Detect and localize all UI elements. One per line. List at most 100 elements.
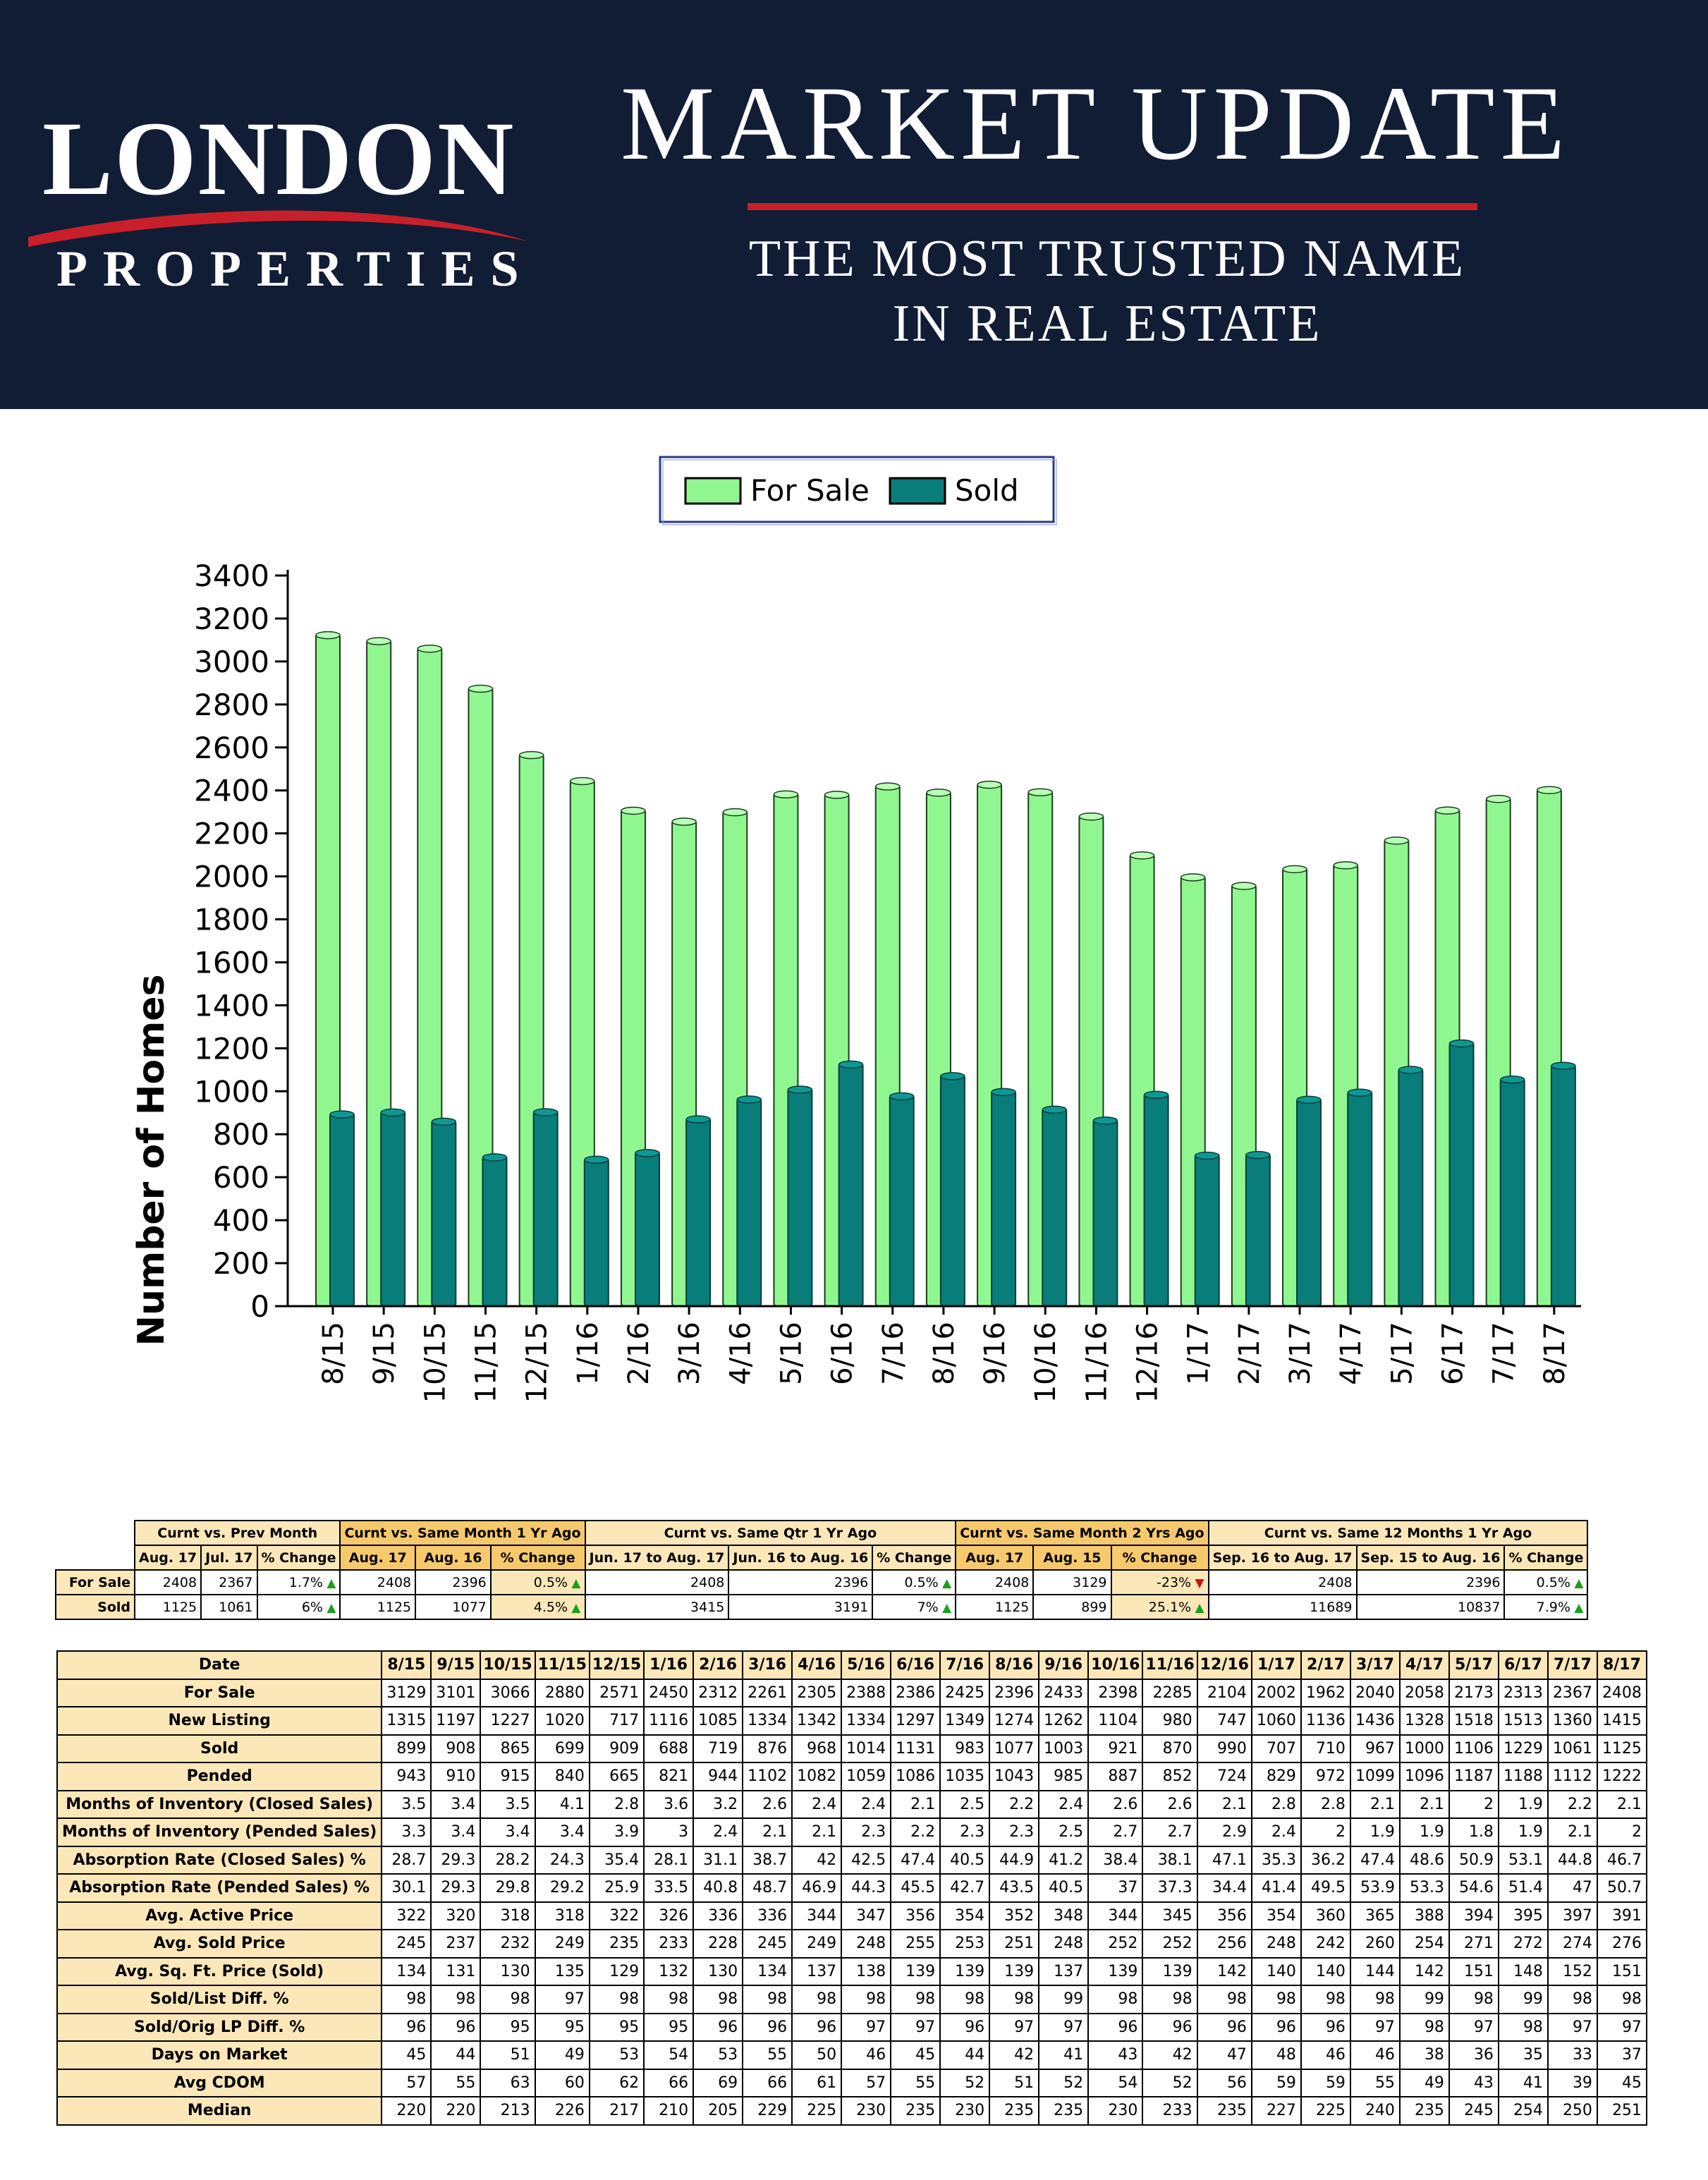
detail-cell: 1131 (890, 1734, 941, 1763)
detail-cell: 230 (1087, 2096, 1144, 2126)
detail-cell: 354 (1250, 1901, 1302, 1930)
detail-cell: 210 (643, 2096, 695, 2126)
monthly-detail-table: Date 8/15 9/15 10/15 11/15 12/15 1/16 2/16 3/16 4… (56, 1650, 1647, 2126)
summary-row-label: For Sale (55, 1569, 135, 1595)
detail-cell: 1.9 (1497, 1789, 1549, 1819)
y-tick-label: 1800 (194, 903, 269, 937)
detail-cell: 41 (1497, 2068, 1549, 2097)
x-tick-label: 8/17 (1539, 1322, 1571, 1385)
detail-cell: 1187 (1448, 1762, 1499, 1791)
detail-cell: 98 (588, 1985, 645, 2014)
detail-cell: 255 (890, 1929, 941, 1959)
detail-cell: 747 (1196, 1706, 1252, 1736)
detail-row-label: Avg. Sold Price (56, 1929, 383, 1959)
x-tick-label: 4/16 (724, 1322, 757, 1385)
y-tick-label: 600 (213, 1160, 269, 1195)
detail-cell: 220 (430, 2096, 482, 2126)
detail-cell: 228 (693, 1929, 744, 1959)
x-tick-label: 11/16 (1080, 1322, 1113, 1403)
bar-sold (685, 1115, 712, 1307)
detail-cell: 967 (1349, 1734, 1401, 1763)
detail-cell: 28.7 (381, 1845, 432, 1875)
summary-cell-text: 10837 (1457, 1599, 1501, 1615)
detail-date-header: 11/16 (1142, 1650, 1198, 1680)
detail-cell: 29.2 (534, 1873, 590, 1903)
detail-cell: 235 (588, 1929, 645, 1959)
arrow-up-icon: ▲ (322, 1600, 336, 1615)
detail-cell: 326 (643, 1901, 695, 1930)
summary-col-header: % Change (1110, 1545, 1209, 1571)
detail-cell: 1197 (430, 1706, 482, 1736)
detail-cell: 276 (1596, 1929, 1647, 1959)
summary-table: Curnt vs. Prev Month Curnt vs. Same Mont… (55, 1520, 1589, 1620)
detail-cell: 97 (890, 2012, 941, 2042)
detail-cell: 1518 (1448, 1706, 1499, 1736)
bar-sold (991, 1088, 1017, 1307)
detail-cell: 968 (791, 1734, 843, 1763)
detail-cell: 43 (1448, 2068, 1499, 2097)
detail-cell: 49.5 (1300, 1873, 1351, 1903)
detail-cell: 46.7 (1596, 1845, 1647, 1875)
detail-cell: 98 (1250, 1985, 1302, 2014)
detail-cell: 360 (1300, 1901, 1351, 1930)
detail-cell: 142 (1398, 1956, 1450, 1986)
y-tick-label: 3200 (194, 602, 269, 636)
bar-sold (634, 1149, 660, 1308)
detail-date-header: 7/17 (1547, 1650, 1598, 1680)
summary-pct-change: 25.1% ▲ (1110, 1594, 1209, 1620)
y-tick-label: 2000 (194, 860, 269, 894)
detail-cell: 59 (1300, 2068, 1351, 2097)
detail-cell: 2.5 (1038, 1817, 1090, 1847)
x-tick-label: 2/17 (1233, 1322, 1266, 1385)
detail-cell: 1222 (1596, 1762, 1647, 1791)
detail-cell: 348 (1038, 1901, 1090, 1930)
summary-col-header: Aug. 17 (339, 1545, 417, 1571)
y-tick-label: 1200 (194, 1031, 269, 1066)
detail-cell: 56 (1196, 2068, 1252, 2097)
detail-cell: 50 (791, 2040, 843, 2070)
detail-cell: 983 (939, 1734, 991, 1763)
detail-cell: 41.4 (1250, 1873, 1302, 1903)
detail-cell: 95 (643, 2012, 695, 2042)
detail-cell: 97 (1349, 2012, 1401, 2042)
detail-cell: 213 (480, 2096, 536, 2126)
detail-cell: 254 (1497, 2096, 1549, 2126)
detail-cell: 46 (1300, 2040, 1351, 2070)
detail-cell: 3.5 (480, 1789, 536, 1819)
bar-sold (1143, 1090, 1169, 1307)
summary-row: For Sale 2408 2367 1.7% ▲ 2408 2396 0.5% ▲ 2408… (55, 1569, 1589, 1595)
detail-cell: 97 (1547, 2012, 1598, 2042)
detail-cell: 96 (939, 2012, 991, 2042)
y-tick-label: 1600 (194, 945, 269, 980)
detail-cell: 3.5 (381, 1789, 432, 1819)
detail-cell: 42 (1142, 2040, 1198, 2070)
detail-cell: 99 (1038, 1985, 1090, 2014)
detail-cell: 36.2 (1300, 1845, 1351, 1875)
summary-cell-text: 0.5% (533, 1574, 568, 1590)
summary-cell-text: 3191 (834, 1599, 869, 1615)
arrow-up-icon: ▲ (1570, 1600, 1584, 1615)
detail-cell: 397 (1547, 1901, 1598, 1930)
detail-cell: 252 (1142, 1929, 1198, 1959)
detail-date-header: 6/17 (1497, 1650, 1549, 1680)
detail-row: Absorption Rate (Pended Sales) % 30.1 29.3… (56, 1873, 1647, 1903)
detail-cell: 1116 (643, 1706, 695, 1736)
detail-cell: 248 (841, 1929, 892, 1959)
detail-cell: 336 (742, 1901, 793, 1930)
detail-cell: 1096 (1398, 1762, 1450, 1791)
summary-value: 899 (1032, 1594, 1112, 1620)
detail-cell: 96 (742, 2012, 793, 2042)
arrow-up-icon: ▲ (1570, 1576, 1584, 1590)
summary-pct-change: 0.5% ▲ (489, 1569, 586, 1595)
detail-cell: 2.1 (1398, 1789, 1450, 1819)
detail-cell: 2.2 (890, 1817, 941, 1847)
detail-cell: 2.7 (1087, 1817, 1144, 1847)
arrow-up-icon: ▲ (1191, 1600, 1204, 1615)
summary-col-header: % Change (489, 1545, 586, 1571)
detail-cell: 137 (1038, 1956, 1090, 1986)
arrow-down-icon: ▼ (1191, 1576, 1204, 1590)
detail-row-label: Avg. Sq. Ft. Price (Sold) (56, 1956, 383, 1986)
summary-cell-text: 1125 (377, 1599, 412, 1615)
summary-value: 2408 (955, 1569, 1035, 1595)
detail-cell: 1415 (1596, 1706, 1647, 1736)
